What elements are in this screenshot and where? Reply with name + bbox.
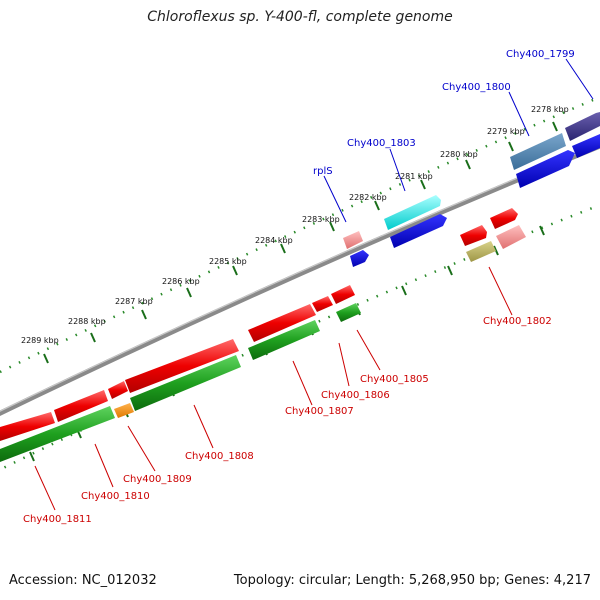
scale-label: 2288 kbp [68,317,106,326]
leader-chy400-1800 [508,91,530,137]
leader-chy400-1808 [193,404,214,449]
gene-chy400-1802[interactable] [466,241,496,262]
scale-label: 2282 kbp [349,193,387,202]
forward-features [343,112,600,267]
label-chy400-1810[interactable]: Chy400_1810 [81,491,150,502]
scale-tick [447,265,453,276]
genome-backbone [0,143,600,416]
scale-label: 2278 kbp [531,105,569,114]
map-title: Chloroflexus sp. Y-400-fl, complete geno… [147,9,453,25]
outer-scale-dots [0,95,600,374]
scale-label: 2280 kbp [440,150,478,159]
genome-backbone-highlight [0,143,600,412]
scale-tick [420,179,426,190]
scale-label: 2281 kbp [395,172,433,181]
scale-tick [280,243,286,254]
gene-chy400-1801[interactable] [516,150,575,188]
scale-tick [29,451,35,462]
scale-label: 2279 kbp [487,127,525,136]
label-chy400-1803[interactable]: Chy400_1803 [347,138,416,149]
gene-chy400-1804[interactable] [390,214,447,248]
scale-tick [232,265,238,276]
gene-chy400-1799[interactable] [565,112,600,141]
scale-tick [552,121,558,132]
gene-red-1807[interactable] [248,304,316,342]
reverse-features [0,208,526,462]
label-chy400-1799[interactable]: Chy400_1799 [506,49,575,60]
leader-chy400-1803 [389,148,406,192]
label-chy400-1811[interactable]: Chy400_1811 [23,514,92,525]
label-chy400-1808[interactable]: Chy400_1808 [185,451,254,462]
scale-label: 2285 kbp [209,257,247,266]
scale-tick [329,221,335,232]
leader-chy400-1806 [338,342,350,387]
gene-rpls[interactable] [350,250,369,267]
gene-red-small-2[interactable] [312,296,333,312]
leader-chy400-1811 [34,465,56,511]
scale-tick [374,200,380,211]
leader-chy400-1810 [94,443,114,488]
scale-label: 2283 kbp [302,215,340,224]
label-chy400-1805[interactable]: Chy400_1805 [360,374,429,385]
label-chy400-1807[interactable]: Chy400_1807 [285,406,354,417]
gene-chy400-1810[interactable] [0,406,115,462]
gene-red-small-1[interactable] [331,285,355,304]
accession-text: Accession: NC_012032 [9,573,157,588]
gene-red-right-1[interactable] [490,208,518,229]
scale-tick [141,309,147,320]
label-chy400-1809[interactable]: Chy400_1809 [123,474,192,485]
genome-stats-text: Topology: circular; Length: 5,268,950 bp… [233,573,591,588]
scale-tick [43,353,49,364]
scale-tick [493,245,499,256]
scale-label: 2287 kbp [115,297,153,306]
gene-chy400-1805[interactable] [336,303,361,322]
callouts [34,58,594,511]
gene-red-mid-long[interactable] [125,339,239,393]
scale-label: 2284 kbp [255,236,293,245]
gene-chy400-1807[interactable] [248,320,320,360]
gene-chy400-1808[interactable] [130,355,241,411]
outer-scale: 2278 kbp 2279 kbp 2280 kbp 2281 kbp 2282… [0,95,600,374]
gene-chy400-1800[interactable] [510,133,566,170]
leader-chy400-1809 [127,425,156,472]
gene-red-left-1[interactable] [54,390,108,422]
gene-pink-right[interactable] [496,225,526,249]
gene-blue-edge[interactable] [572,134,600,158]
scale-tick [508,141,514,152]
leader-chy400-1805 [356,329,381,371]
label-chy400-1800[interactable]: Chy400_1800 [442,82,511,93]
leader-chy400-1799 [565,58,594,100]
scale-tick [539,225,545,236]
leader-chy400-1807 [292,360,313,406]
leader-chy400-1802 [488,266,513,316]
gene-red-left-2[interactable] [0,412,55,441]
scale-label: 2289 kbp [21,336,59,345]
label-chy400-1806[interactable]: Chy400_1806 [321,390,390,401]
gene-chy400-1809[interactable] [114,403,134,418]
leader-rpls [323,175,347,223]
scale-tick [465,159,471,170]
gene-rpls-pink[interactable] [343,231,363,249]
gene-red-mid-short[interactable] [108,381,128,399]
scale-tick [401,285,407,296]
scale-tick [90,332,96,343]
label-chy400-1802[interactable]: Chy400_1802 [483,316,552,327]
label-rpls[interactable]: rplS [313,166,333,177]
gene-chy400-1803[interactable] [384,195,441,230]
gene-labels: Chy400_1799 Chy400_1800 Chy400_1803 rplS… [23,49,575,525]
scale-label: 2286 kbp [162,277,200,286]
scale-tick [186,287,192,298]
gene-red-right-2[interactable] [460,225,487,246]
